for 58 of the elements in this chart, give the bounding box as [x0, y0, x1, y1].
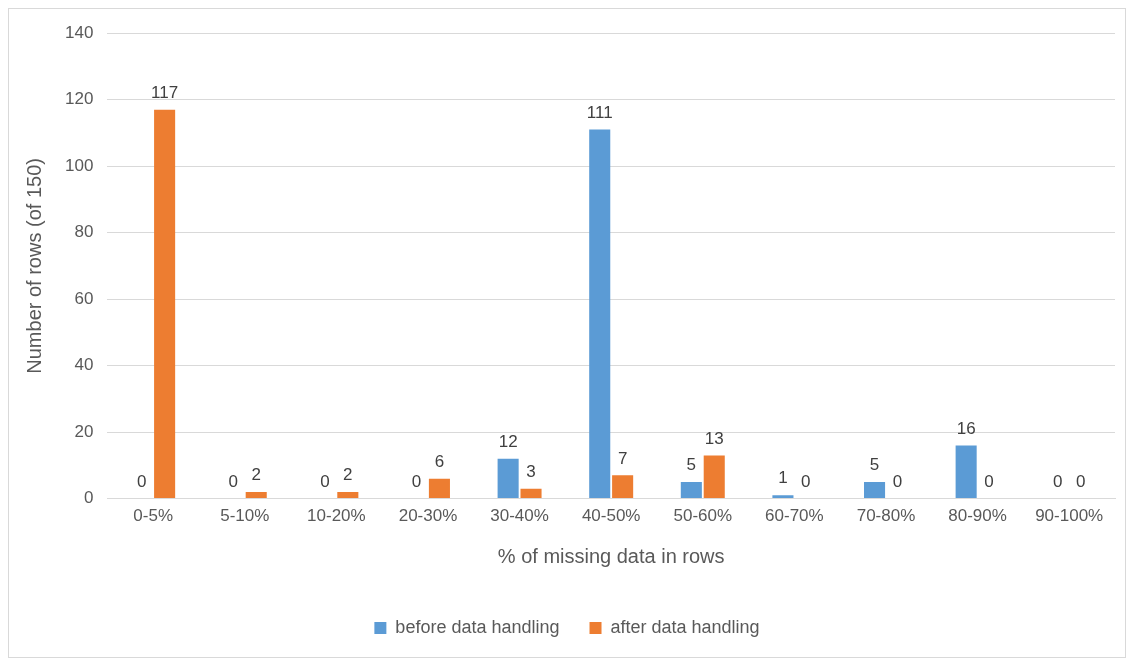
- data-label: 0: [411, 471, 422, 491]
- x-tick-label: 50-60%: [673, 506, 733, 526]
- bar: [497, 458, 519, 499]
- data-label: 111: [586, 102, 613, 122]
- bar: [864, 481, 886, 499]
- data-label: 2: [251, 465, 261, 485]
- y-tick-label: 60: [74, 288, 94, 308]
- data-label: 16: [956, 418, 976, 438]
- data-label: 0: [892, 471, 903, 491]
- bar: [428, 478, 450, 499]
- data-label: 0: [320, 471, 330, 491]
- x-tick-label: 20-30%: [398, 506, 458, 526]
- bar: [680, 481, 702, 499]
- x-tick-label: 70-80%: [856, 506, 916, 526]
- x-axis-title: % of missing data in rows: [497, 544, 725, 567]
- bar: [154, 109, 176, 499]
- data-label: 6: [434, 451, 445, 471]
- data-label: 0: [1075, 471, 1086, 491]
- data-label: 3: [526, 461, 536, 481]
- data-label: 0: [984, 471, 994, 491]
- data-label: 2: [343, 465, 353, 485]
- x-tick-label: 90-100%: [1035, 506, 1104, 526]
- bar: [703, 455, 725, 499]
- data-label: 0: [801, 471, 811, 491]
- bar: [612, 475, 634, 499]
- y-tick-label: 100: [64, 155, 94, 175]
- bar: [520, 488, 542, 499]
- bar: [337, 491, 359, 499]
- y-tick-label: 80: [74, 222, 94, 242]
- data-label: 7: [617, 448, 628, 468]
- data-label: 1: [778, 468, 788, 488]
- data-label: 5: [686, 455, 697, 475]
- y-tick-label: 140: [64, 22, 94, 42]
- bar: [589, 129, 611, 499]
- y-tick-label: 0: [83, 488, 94, 508]
- bar: [245, 491, 267, 499]
- legend-label: after data handling: [610, 616, 760, 637]
- bar: [955, 445, 977, 499]
- x-tick-label: 30-40%: [490, 506, 549, 526]
- x-tick-label: 80-90%: [948, 506, 1007, 526]
- data-label: 117: [151, 82, 179, 102]
- data-label: 5: [869, 455, 880, 475]
- x-tick-label: 40-50%: [581, 506, 641, 526]
- y-tick-label: 120: [64, 89, 94, 109]
- bar: [772, 495, 794, 499]
- data-label: 12: [498, 431, 518, 451]
- x-tick-label: 10-20%: [307, 506, 366, 526]
- y-axis-title: Number of rows (of 150): [22, 158, 45, 374]
- data-label: 0: [228, 471, 239, 491]
- x-tick-label: 60-70%: [765, 506, 824, 526]
- x-tick-label: 0-5%: [133, 506, 174, 526]
- y-tick-label: 40: [74, 355, 94, 375]
- y-tick-label: 20: [74, 421, 94, 441]
- legend-label: before data handling: [395, 616, 560, 637]
- x-tick-label: 5-10%: [220, 506, 270, 526]
- data-label: 13: [704, 428, 724, 448]
- data-label: 0: [136, 471, 147, 491]
- data-label: 0: [1053, 471, 1063, 491]
